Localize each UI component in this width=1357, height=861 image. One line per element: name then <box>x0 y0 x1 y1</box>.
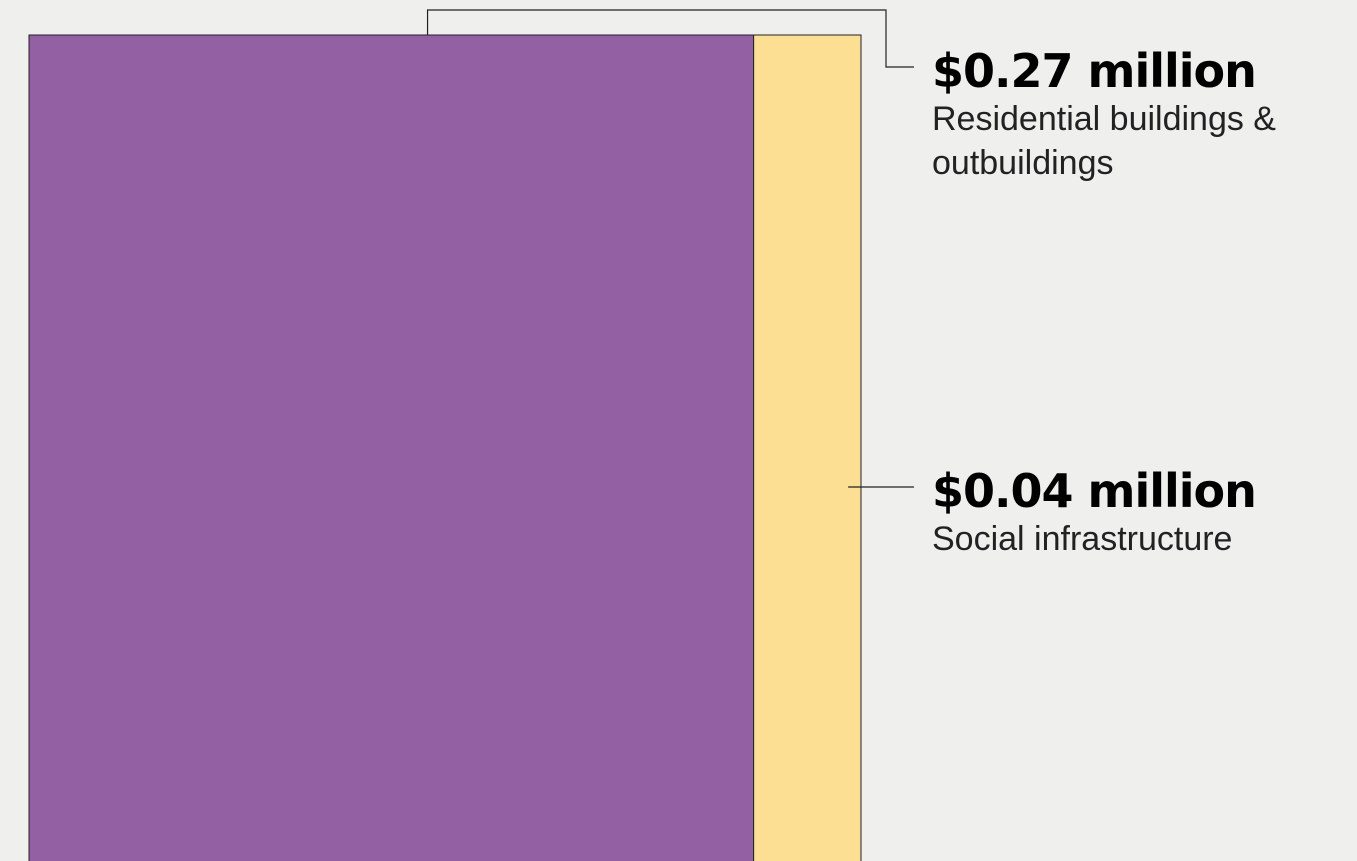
leader-line <box>426 9 914 68</box>
treemap-cell <box>28 34 755 861</box>
treemap-cell <box>753 34 862 861</box>
category-label: Residential buildings & outbuildings <box>932 100 1276 182</box>
annotation: $0.27 million Residential buildings & out… <box>932 45 1332 185</box>
category-label: Social infrastructure <box>932 520 1233 558</box>
value-label: $0.27 million <box>932 44 1257 98</box>
value-label: $0.04 million <box>932 464 1257 518</box>
annotation: $0.04 million Social infrastructure <box>932 465 1332 561</box>
